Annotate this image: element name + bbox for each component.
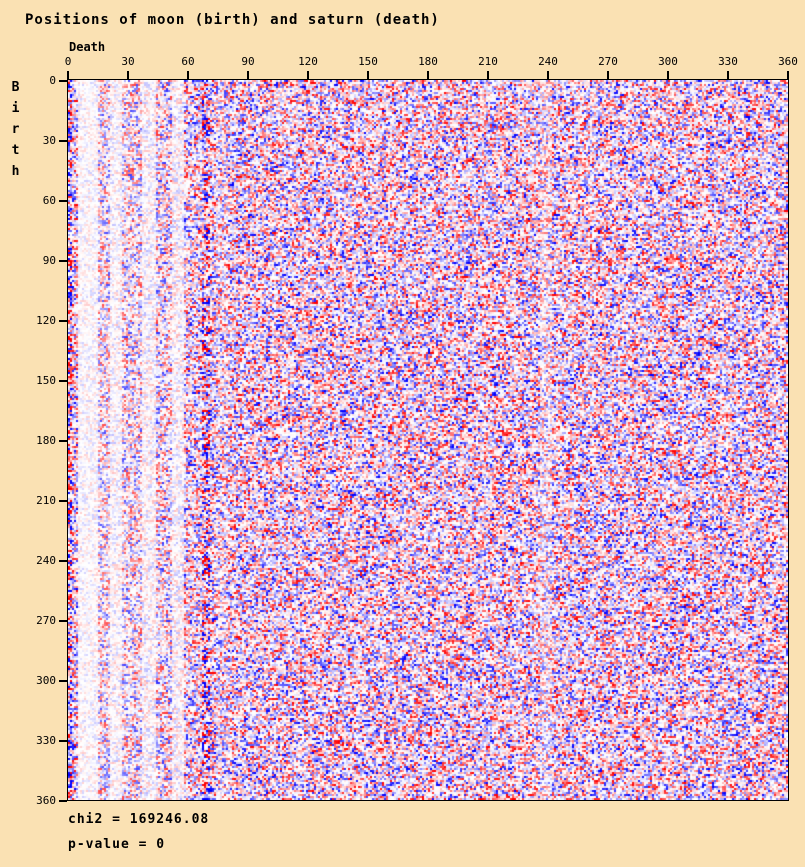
x-axis-label: Death: [69, 40, 106, 54]
y-tick-mark: [59, 440, 67, 442]
x-tick-mark: [187, 71, 189, 79]
y-tick-mark: [59, 200, 67, 202]
x-tick-mark: [427, 71, 429, 79]
y-tick-label: 150: [36, 374, 56, 387]
y-tick-label: 120: [36, 314, 56, 327]
x-tick-label: 240: [538, 55, 558, 68]
p-value-stat-text: p-value = 0: [68, 837, 166, 852]
x-tick-label: 150: [358, 55, 378, 68]
y-tick-label: 270: [36, 614, 56, 627]
y-tick-mark: [59, 140, 67, 142]
x-tick-mark: [367, 71, 369, 79]
y-tick-label: 0: [49, 74, 56, 87]
y-axis-label: Birth: [8, 80, 23, 185]
heatmap-canvas: [68, 80, 788, 800]
y-tick-mark: [59, 620, 67, 622]
page-title: Positions of moon (birth) and saturn (de…: [25, 12, 440, 28]
y-tick-mark: [59, 560, 67, 562]
y-tick-label: 330: [36, 734, 56, 747]
y-tick-label: 180: [36, 434, 56, 447]
heatmap-plot-frame: [67, 79, 789, 801]
x-tick-mark: [607, 71, 609, 79]
y-tick-label: 30: [42, 134, 56, 147]
x-tick-label: 30: [121, 55, 135, 68]
x-tick-label: 330: [718, 55, 738, 68]
x-tick-label: 360: [778, 55, 798, 68]
y-tick-mark: [59, 320, 67, 322]
x-tick-mark: [667, 71, 669, 79]
x-tick-mark: [247, 71, 249, 79]
x-tick-label: 270: [598, 55, 618, 68]
y-tick-mark: [59, 740, 67, 742]
y-tick-label: 360: [36, 794, 56, 807]
y-tick-mark: [59, 680, 67, 682]
x-tick-label: 300: [658, 55, 678, 68]
y-tick-label: 300: [36, 674, 56, 687]
x-tick-mark: [127, 71, 129, 79]
x-tick-label: 0: [64, 55, 72, 68]
y-tick-label: 240: [36, 554, 56, 567]
x-tick-label: 90: [241, 55, 255, 68]
y-tick-mark: [59, 500, 67, 502]
y-tick-mark: [59, 80, 67, 82]
x-tick-label: 120: [298, 55, 318, 68]
x-tick-label: 180: [418, 55, 438, 68]
y-tick-mark: [59, 380, 67, 382]
y-tick-mark: [59, 260, 67, 262]
x-tick-mark: [787, 71, 789, 79]
y-tick-label: 210: [36, 494, 56, 507]
chi2-stat-text: chi2 = 169246.08: [68, 812, 210, 827]
x-tick-mark: [67, 71, 69, 79]
x-tick-label: 210: [478, 55, 498, 68]
y-tick-label: 90: [42, 254, 56, 267]
x-tick-mark: [727, 71, 729, 79]
x-tick-mark: [547, 71, 549, 79]
x-tick-mark: [307, 71, 309, 79]
y-tick-mark: [59, 800, 67, 802]
x-tick-label: 60: [181, 55, 195, 68]
x-tick-mark: [487, 71, 489, 79]
y-tick-label: 60: [42, 194, 56, 207]
